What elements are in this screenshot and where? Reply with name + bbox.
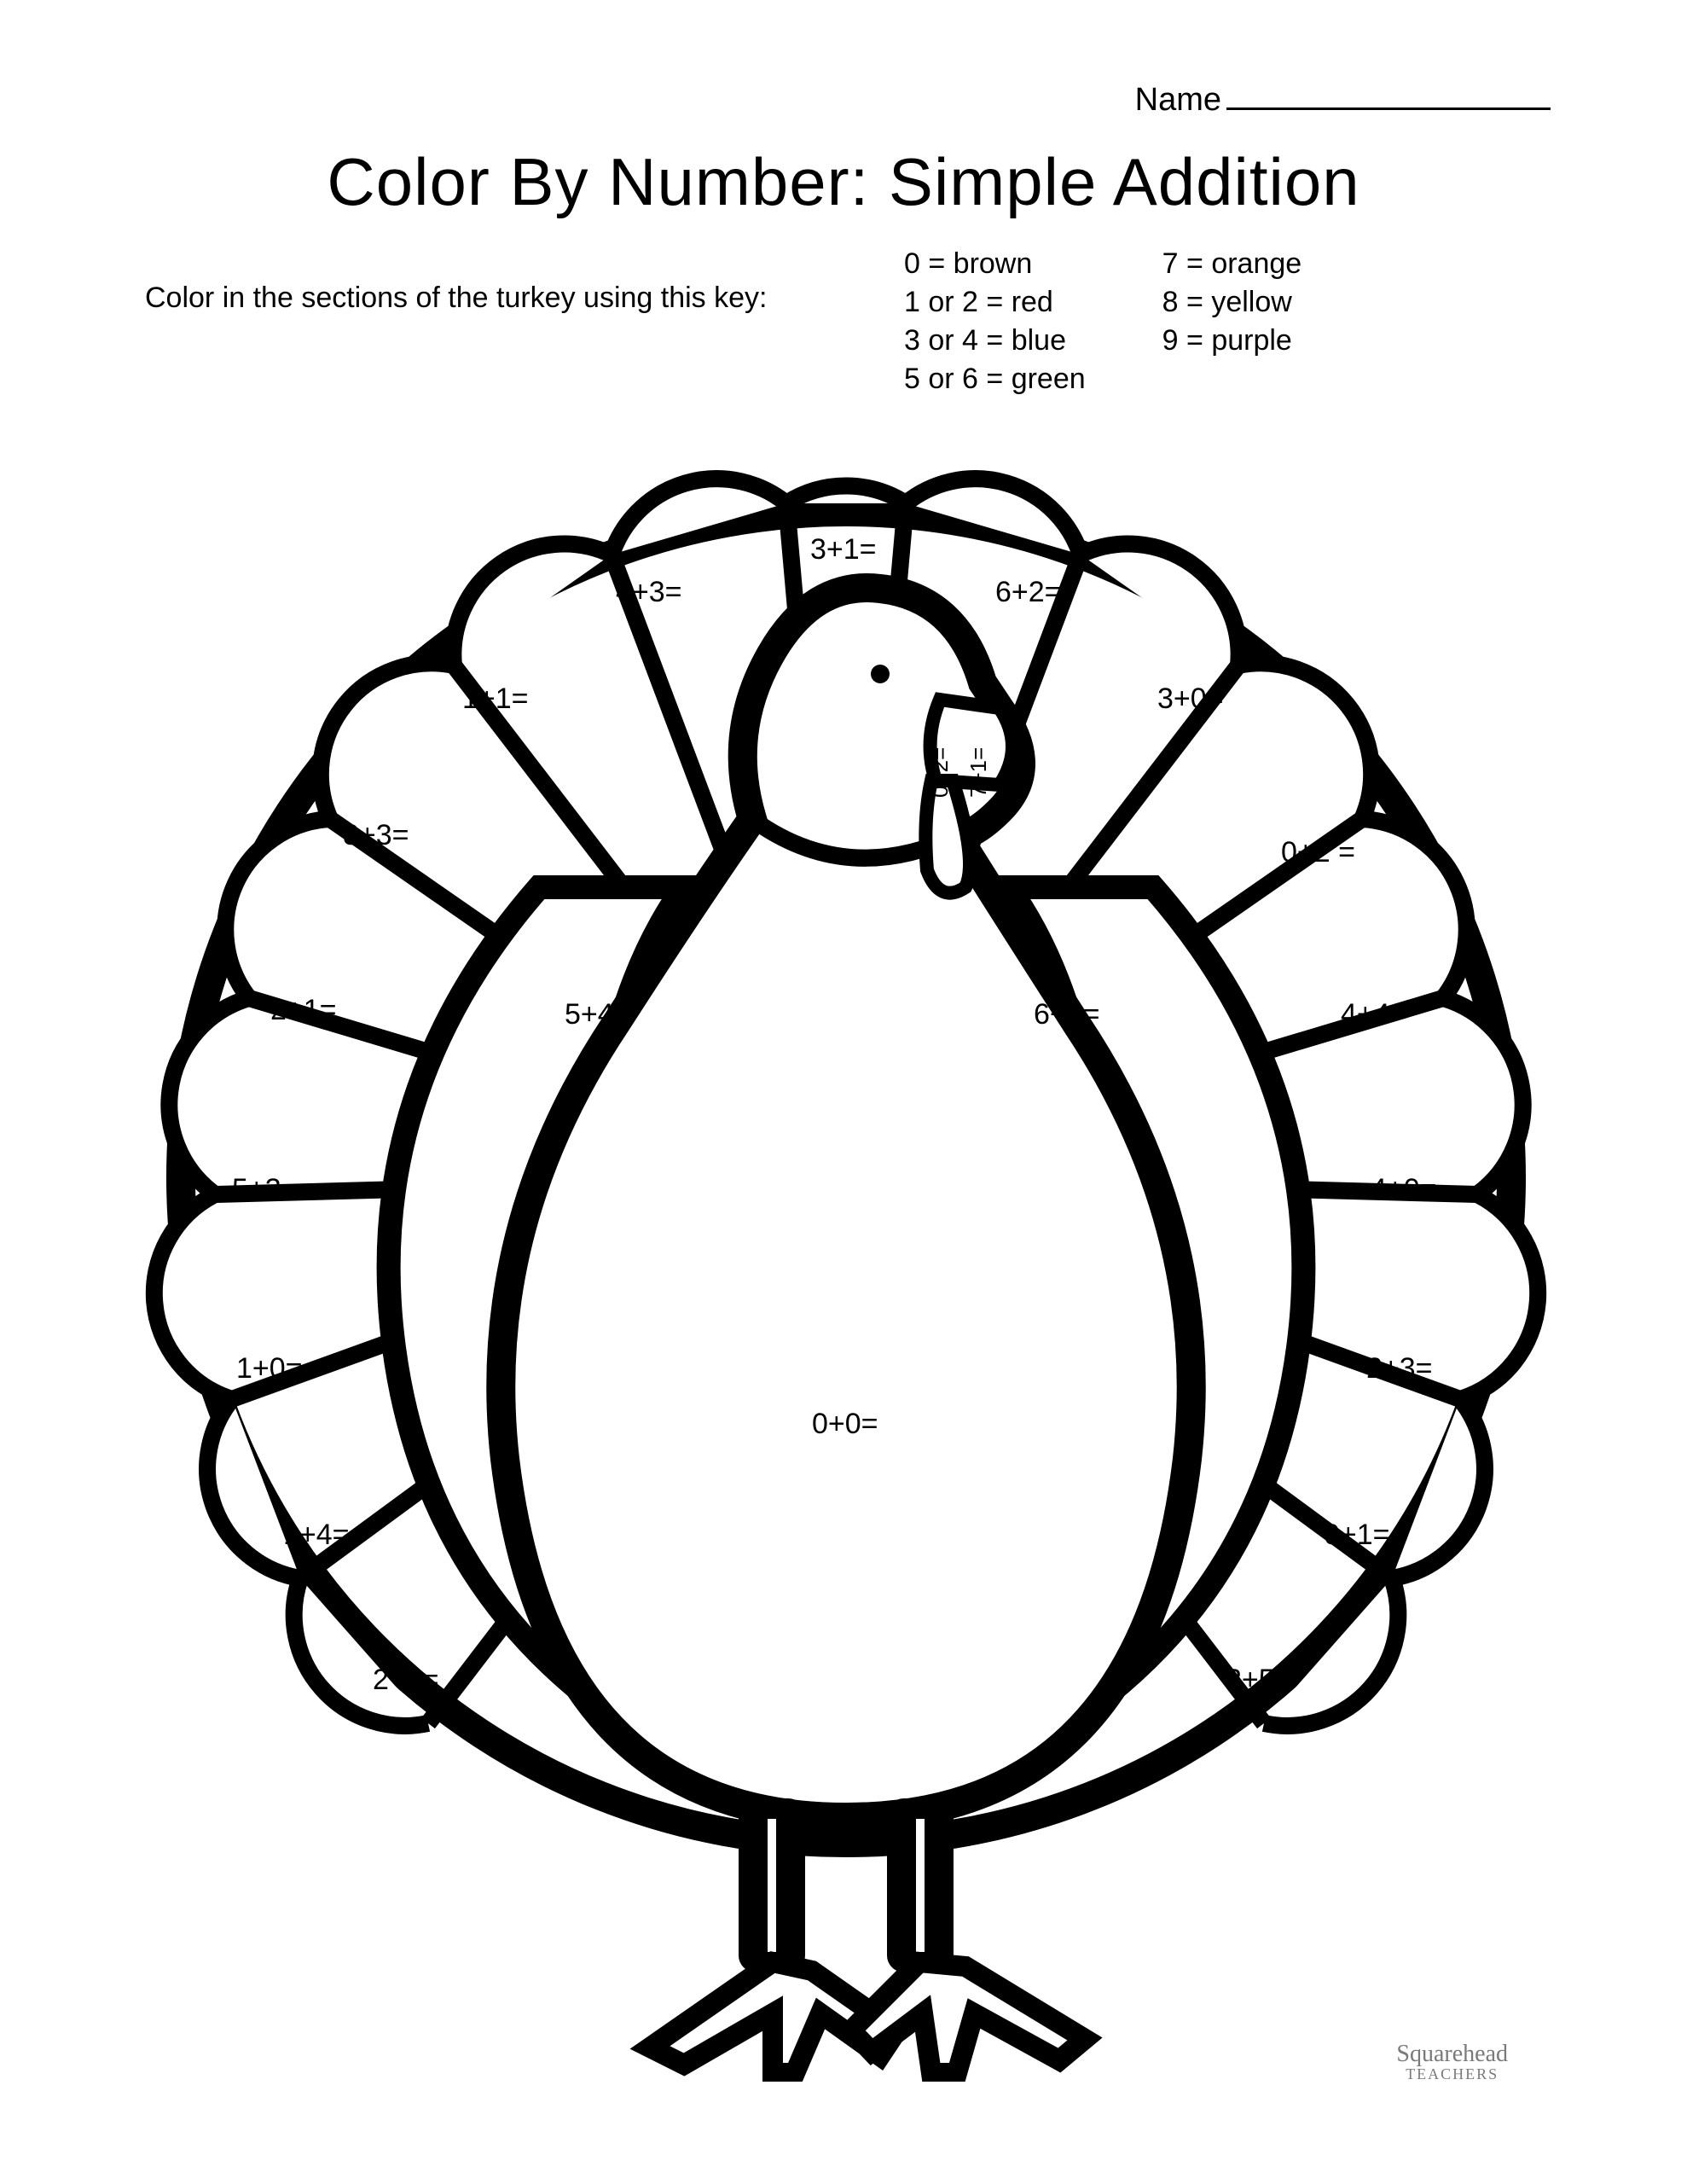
- instructions-text: Color in the sections of the turkey usin…: [145, 282, 767, 315]
- eq-feather-r6: 2+3=: [1366, 1352, 1433, 1385]
- eq-feather-l4: 2+1=: [270, 994, 337, 1027]
- eq-wing-right: 6+3=: [1034, 998, 1100, 1031]
- watermark-line1: Squarehead: [1396, 2041, 1508, 2067]
- key-item: 8 = yellow: [1162, 286, 1302, 319]
- eq-feather-top: 3+1=: [810, 533, 877, 566]
- key-item: 5 or 6 = green: [904, 363, 1086, 396]
- key-item: 7 = orange: [1162, 247, 1302, 281]
- eq-body: 0+0=: [812, 1408, 878, 1441]
- key-column-2: 7 = orange 8 = yellow 9 = purple: [1162, 247, 1302, 396]
- eq-feather-tr1: 6+2=: [995, 576, 1062, 609]
- eq-feather-l5: 5+3=: [232, 1173, 299, 1206]
- eq-feather-r5: 4+0=: [1371, 1173, 1437, 1206]
- eq-feather-l7: 1+4=: [283, 1519, 350, 1552]
- name-field: Name: [1135, 82, 1551, 119]
- turkey-svg: [138, 410, 1554, 2082]
- turkey-figure: 3+1= 4+3= 6+2= 1+1= 3+0= 3+3= 0+2 = 2+1=…: [138, 410, 1554, 2082]
- eq-feather-tr2: 3+0=: [1157, 682, 1224, 716]
- eq-feather-l6: 1+0=: [236, 1352, 303, 1385]
- eq-wattle: 7+1=: [965, 747, 992, 798]
- watermark: Squarehead TEACHERS: [1396, 2042, 1508, 2082]
- eq-wing-left: 5+4=: [565, 998, 631, 1031]
- key-item: 0 = brown: [904, 247, 1086, 281]
- eq-feather-tl2: 1+1=: [462, 682, 529, 716]
- eq-feather-l8: 2+2=: [373, 1664, 439, 1697]
- eq-feather-r8: 2+5=: [1226, 1664, 1292, 1697]
- key-column-1: 0 = brown 1 or 2 = red 3 or 4 = blue 5 o…: [904, 247, 1086, 396]
- eq-feather-tl1: 4+3=: [616, 576, 682, 609]
- name-label: Name: [1135, 82, 1221, 118]
- name-blank-line[interactable]: [1226, 107, 1551, 110]
- page-title: Color By Number: Simple Addition: [0, 143, 1687, 221]
- watermark-line2: TEACHERS: [1396, 2066, 1508, 2082]
- eq-feather-tl3: 3+3=: [343, 819, 409, 852]
- eq-feather-r7: 0+1=: [1324, 1519, 1390, 1552]
- key-item: 3 or 4 = blue: [904, 324, 1086, 357]
- color-key: 0 = brown 1 or 2 = red 3 or 4 = blue 5 o…: [904, 247, 1301, 396]
- key-item: 9 = purple: [1162, 324, 1302, 357]
- key-item: 1 or 2 = red: [904, 286, 1086, 319]
- eq-feather-tr3: 0+2 =: [1281, 836, 1355, 869]
- eq-leg-right: 0+1=: [927, 1903, 954, 1954]
- eq-leg-left: 1+0=: [778, 1903, 804, 1954]
- eq-beak: 0+2=: [927, 747, 954, 798]
- eq-feather-r4: 4+4=: [1341, 998, 1407, 1031]
